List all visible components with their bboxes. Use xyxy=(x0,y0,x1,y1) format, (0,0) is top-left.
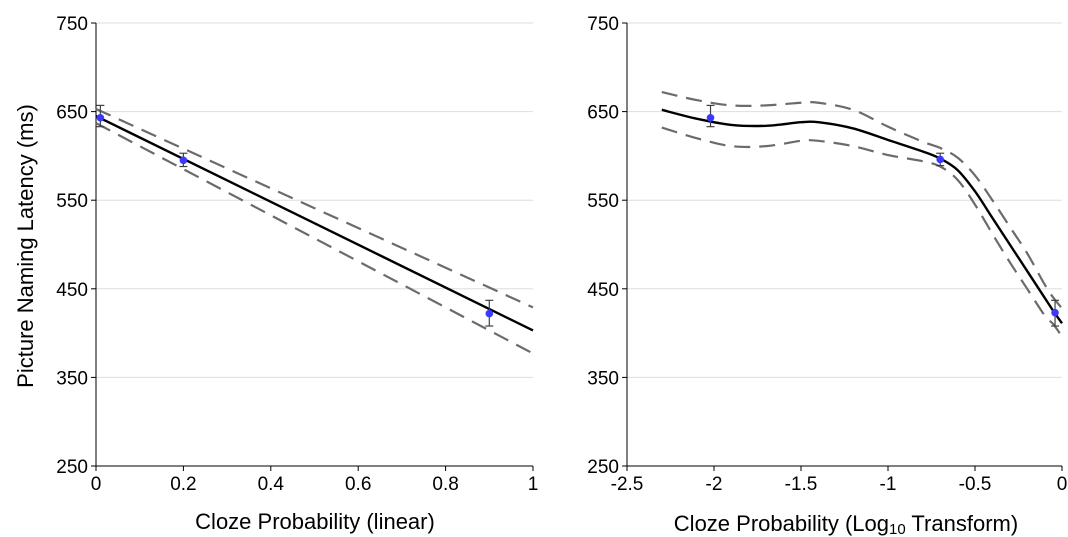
y-axis-label: Picture Naming Latency (ms) xyxy=(13,104,38,388)
x-tick-label: 0 xyxy=(91,474,102,495)
data-point xyxy=(96,114,105,122)
x-tick-label: -2.5 xyxy=(611,474,644,495)
series-ci-upper-log xyxy=(661,91,1063,309)
y-tick-label: 250 xyxy=(587,457,619,478)
x-axis-label-log: Cloze Probability (Log10 Transform) xyxy=(674,511,1018,537)
x-tick-label: 0.4 xyxy=(258,474,285,495)
data-point xyxy=(179,156,188,165)
y-tick-label: 350 xyxy=(56,368,88,389)
y-tick-label: 450 xyxy=(587,280,619,301)
y-tick-label: 750 xyxy=(587,14,619,35)
x-tick-label: -0.5 xyxy=(959,474,992,495)
y-tick-label: 750 xyxy=(56,14,88,35)
data-point xyxy=(1051,308,1059,317)
y-tick-label: 450 xyxy=(56,280,88,301)
x-tick-label: -1.5 xyxy=(785,474,818,495)
x-tick-label: 0 xyxy=(1057,474,1068,495)
x-tick-label: 0.6 xyxy=(345,474,371,495)
x-axis-label-linear: Cloze Probability (linear) xyxy=(195,509,435,534)
chart-panel-log: 250 350 450 550 650 750 -2.5 -2 -1.5 -1 -0.5 0 xyxy=(587,14,1067,495)
x-tick-label: -1 xyxy=(880,474,897,495)
y-tick-label: 250 xyxy=(56,457,88,478)
x-tick-label: 1 xyxy=(528,474,539,495)
chart-panel-linear: 250 350 450 550 650 750 0 0.2 0.4 0.6 0.8 1 xyxy=(56,14,538,495)
x-tick-label: -2 xyxy=(706,474,723,495)
series-fit-log xyxy=(661,108,1063,325)
series-fit-linear xyxy=(95,114,534,332)
series-ci-lower-log xyxy=(661,126,1063,338)
series-ci-upper-linear xyxy=(95,107,534,309)
y-tick-label: 350 xyxy=(587,368,619,389)
x-tick-label: 0.2 xyxy=(170,474,196,495)
y-tick-label: 550 xyxy=(587,191,619,212)
data-point xyxy=(485,309,494,318)
series-ci-lower-linear xyxy=(95,122,534,355)
data-point xyxy=(936,155,944,164)
data-point xyxy=(706,114,715,122)
y-tick-label: 550 xyxy=(56,191,88,212)
y-tick-label: 650 xyxy=(587,103,619,124)
x-tick-label: 0.8 xyxy=(432,474,458,495)
y-tick-label: 650 xyxy=(56,103,88,124)
